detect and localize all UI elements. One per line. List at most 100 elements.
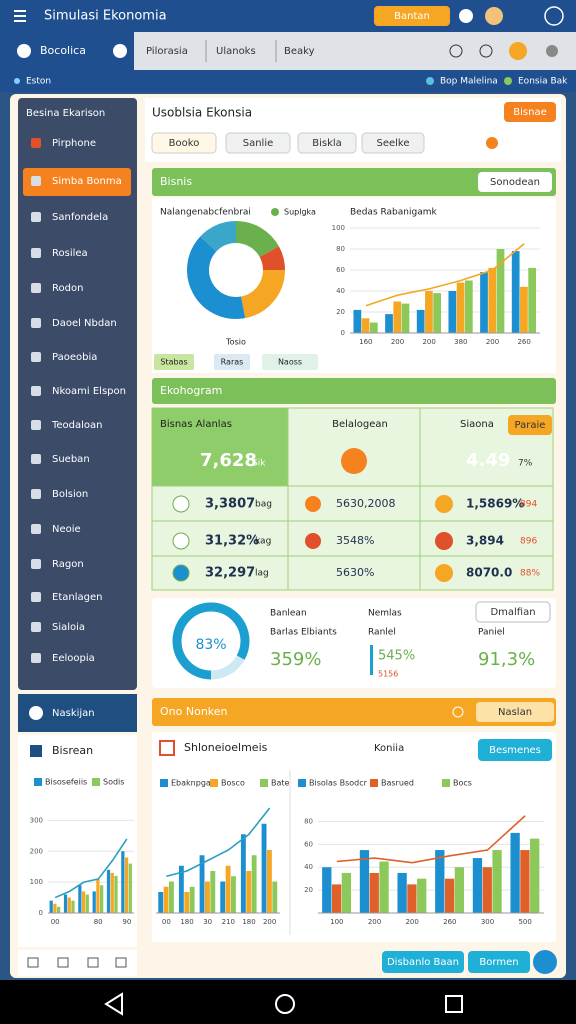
legend-label: Bisosefeiis (45, 778, 87, 787)
icon[interactable] (449, 44, 463, 58)
icon[interactable] (546, 45, 558, 57)
footer-button[interactable] (382, 951, 464, 973)
sidebar-item[interactable]: Ragon (52, 559, 84, 570)
y-tick-label: 80 (304, 817, 313, 825)
app-button[interactable] (374, 6, 450, 26)
sidebar-section-label[interactable]: Naskijan (52, 708, 95, 719)
bar (71, 900, 75, 913)
tag[interactable] (262, 354, 318, 370)
bar (393, 301, 402, 333)
bar (482, 867, 492, 913)
icon[interactable] (509, 42, 527, 60)
panel-button-label[interactable]: Sonodean (490, 177, 540, 188)
sidebar-item[interactable]: Neoie (52, 524, 81, 535)
bar-button[interactable] (476, 702, 554, 722)
header-button-label[interactable]: Booko (169, 138, 200, 149)
icon[interactable] (544, 6, 564, 26)
sidebar-item[interactable]: Rodon (52, 283, 83, 294)
fab[interactable] (533, 950, 557, 974)
bar (240, 834, 246, 913)
bar (100, 885, 104, 913)
sidebar-icon (31, 420, 41, 430)
sidebar-item[interactable]: Paoeobia (52, 352, 97, 363)
header-button[interactable] (151, 132, 217, 154)
bar (124, 857, 129, 913)
header-button-label[interactable]: Sanlie (243, 138, 274, 149)
sidebar-item[interactable]: Simba Bonma (52, 176, 122, 187)
tab[interactable]: Ulanoks (216, 46, 256, 57)
tag-label[interactable]: Stabas (160, 358, 187, 367)
icon[interactable] (479, 44, 493, 58)
legend-label: Sodis (103, 778, 124, 787)
sidebar-item[interactable]: Etanlagen (52, 592, 102, 603)
donut-label: Tosio (225, 338, 246, 347)
action-button[interactable] (504, 102, 556, 122)
bar (92, 891, 96, 913)
icon (435, 495, 453, 513)
gauge-button[interactable] (475, 601, 551, 623)
bar (106, 869, 111, 913)
tag[interactable] (214, 354, 250, 370)
sidebar-item[interactable]: Sanfondela (52, 212, 108, 223)
header-button-label[interactable]: Seelke (376, 138, 409, 149)
header-button[interactable] (225, 132, 291, 154)
legend-label: Bocs (453, 779, 472, 788)
nav-back[interactable] (104, 992, 123, 1016)
footer-button-label[interactable]: Bormen (479, 957, 518, 968)
tag-label[interactable]: Naoss (278, 358, 302, 367)
sidebar-item[interactable]: Eeloopia (52, 653, 95, 664)
app-button-label[interactable]: Bantan (394, 11, 430, 22)
x-tick-label: 260 (517, 338, 530, 346)
icon[interactable] (27, 957, 39, 968)
tab[interactable]: Pilorasia (146, 46, 188, 57)
sidebar-item[interactable]: Daoel Nbdan (52, 318, 117, 329)
bar (67, 897, 71, 913)
menu-icon (14, 15, 26, 17)
tag[interactable] (154, 354, 194, 370)
header-button-label[interactable]: Biskla (312, 138, 342, 149)
bar (416, 309, 425, 333)
icon (504, 77, 512, 85)
stats-button[interactable] (508, 415, 552, 435)
bar (110, 872, 114, 913)
x-tick-label: 500 (518, 918, 531, 926)
sidebar-item[interactable]: Nkoami Elspon (52, 386, 126, 397)
chart-title: Nalangenabcfenbrai (160, 208, 251, 218)
header-button[interactable] (297, 132, 357, 154)
bar (163, 886, 169, 913)
sidebar-active[interactable] (23, 168, 131, 196)
icon[interactable] (87, 957, 99, 968)
sidebar-item[interactable]: Bolsion (52, 489, 88, 500)
nav-recent[interactable] (445, 995, 463, 1013)
footer-button-label[interactable]: Disbanlo Baan (387, 957, 459, 968)
stats-header: Belalogean (332, 419, 388, 430)
icon[interactable] (57, 957, 69, 968)
sidebar-icon (31, 454, 41, 464)
footer-button[interactable] (468, 951, 530, 973)
sidebar-icon (31, 318, 41, 328)
stats-button-label[interactable]: Paraie (515, 420, 546, 431)
action-button-label[interactable]: Bisnae (513, 107, 546, 118)
tag-label[interactable]: Raras (221, 358, 244, 367)
bar (492, 850, 502, 913)
avatar[interactable] (485, 7, 503, 25)
sidebar-item[interactable]: Sialoia (52, 622, 85, 633)
card-button[interactable] (478, 739, 552, 761)
gauge-subtitle: Barlas Elbiants (270, 628, 337, 638)
gauge-card (152, 598, 556, 688)
tab[interactable]: Beaky (284, 46, 315, 57)
icon (426, 77, 434, 85)
panel-button[interactable] (478, 172, 552, 192)
nav-home[interactable] (275, 994, 295, 1014)
sidebar-item[interactable]: Teodaloan (51, 420, 103, 431)
sidebar-item[interactable]: Sueban (52, 454, 90, 465)
gauge-button-label[interactable]: Dmalfian (490, 607, 535, 618)
card-button-label[interactable]: Besmenes (489, 745, 541, 756)
donut-slice (187, 236, 246, 319)
sidebar-item[interactable]: Pirphone (52, 138, 96, 149)
nav-bar (0, 980, 576, 1024)
bar-button-label[interactable]: Naslan (498, 707, 532, 718)
header-button[interactable] (361, 132, 425, 154)
icon[interactable] (115, 957, 127, 968)
sidebar-item[interactable]: Rosilea (52, 248, 88, 259)
